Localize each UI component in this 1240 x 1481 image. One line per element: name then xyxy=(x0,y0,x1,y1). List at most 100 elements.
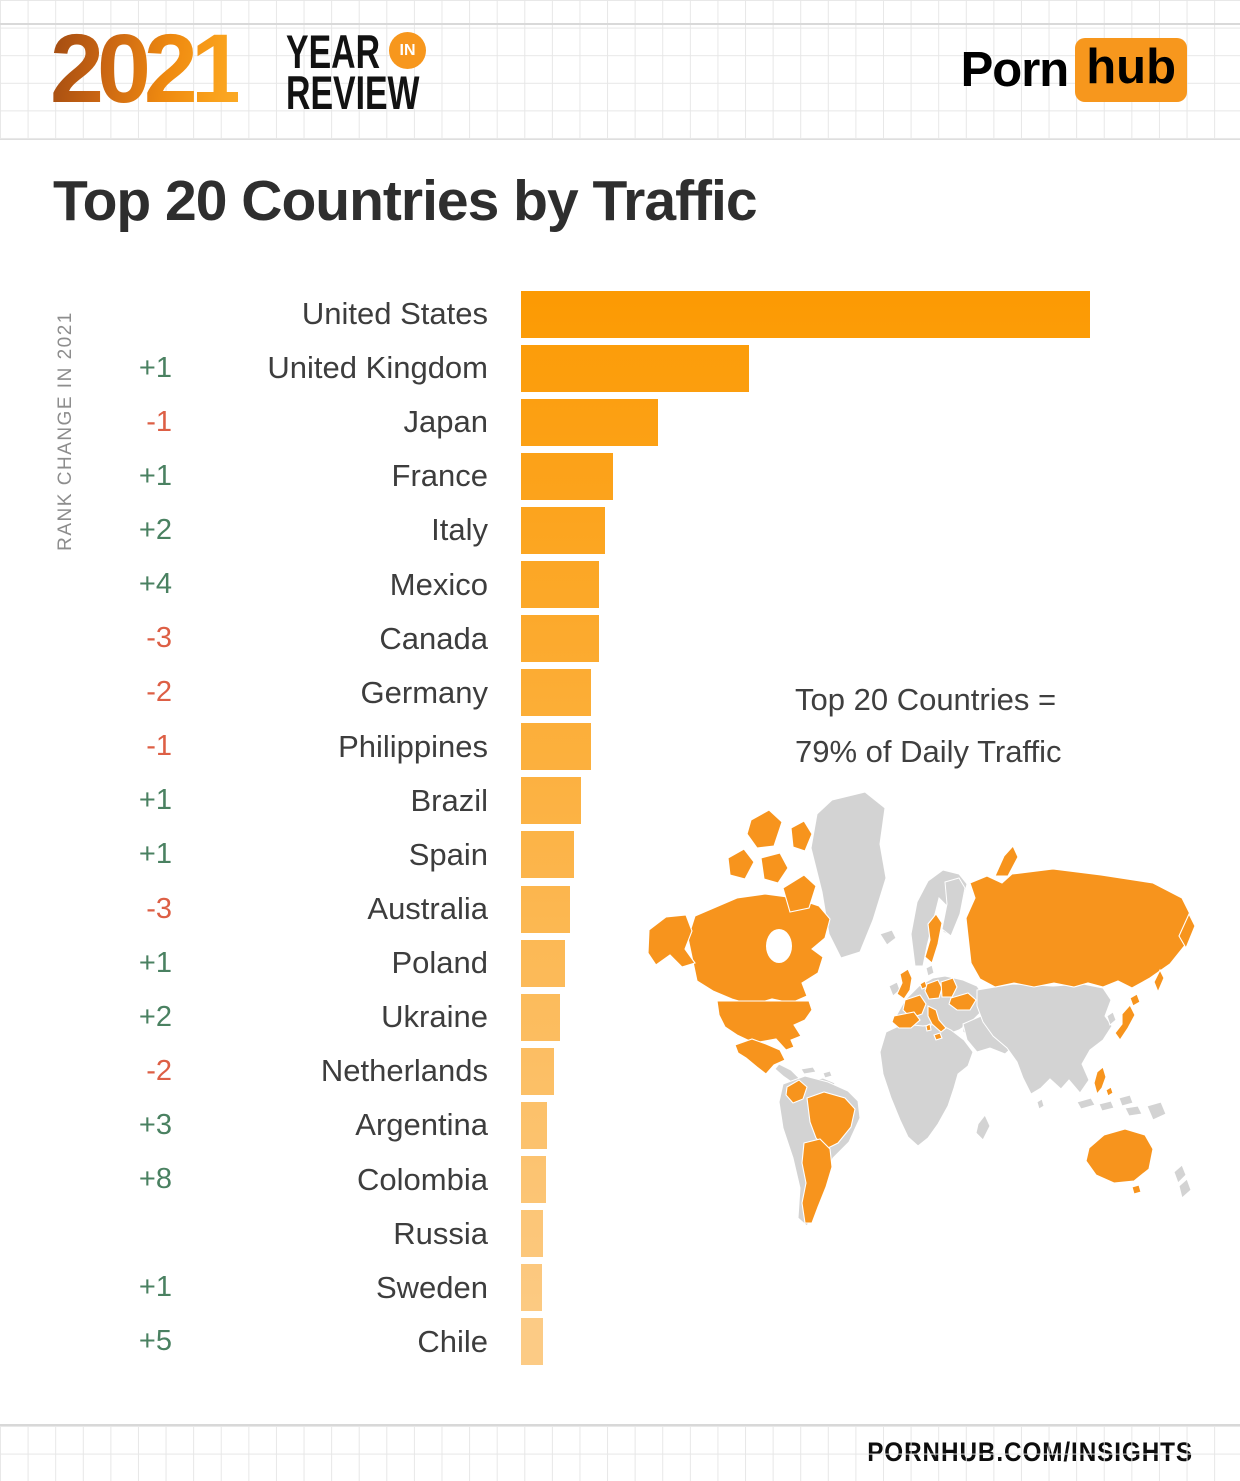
year-in-review-logo: YEAR REVIEW IN xyxy=(286,31,471,113)
country-label: Spain xyxy=(172,837,488,873)
rank-change-value: +1 xyxy=(0,838,172,871)
map-sardinia xyxy=(926,1024,931,1031)
traffic-bar xyxy=(521,1318,543,1365)
traffic-bar xyxy=(521,669,591,716)
table-row: +5 Chile xyxy=(0,1315,1240,1369)
traffic-bar xyxy=(521,777,581,824)
rank-change-value: -1 xyxy=(0,730,172,763)
map-indonesia-3 xyxy=(1119,1095,1133,1106)
traffic-bar xyxy=(521,886,570,933)
brand-porn-text: Porn xyxy=(961,42,1069,98)
map-chile-argentina xyxy=(802,1139,832,1223)
country-label: Japan xyxy=(172,404,488,440)
rank-change-value: +1 xyxy=(0,947,172,980)
map-arctic-island-2 xyxy=(728,849,754,879)
map-indonesia-1 xyxy=(1077,1098,1095,1109)
country-label: Sweden xyxy=(172,1270,488,1306)
map-philippines-south xyxy=(1106,1087,1113,1096)
country-label: France xyxy=(172,458,488,494)
traffic-bar xyxy=(521,345,749,392)
pornhub-logo: Porn hub xyxy=(961,38,1187,102)
map-hokkaido xyxy=(1130,994,1140,1006)
rank-change-value: -2 xyxy=(0,676,172,709)
rank-change-value: +5 xyxy=(0,1325,172,1358)
rank-change-value: +1 xyxy=(0,784,172,817)
traffic-bar xyxy=(521,994,560,1041)
rank-change-value: +4 xyxy=(0,568,172,601)
map-finland xyxy=(942,878,965,936)
rank-change-value: +2 xyxy=(0,514,172,547)
map-united-states xyxy=(717,1001,812,1050)
map-new-guinea xyxy=(1147,1102,1166,1120)
infographic-canvas: 2021 YEAR REVIEW IN Porn hub Top 20 Coun… xyxy=(0,0,1240,1481)
rank-change-value: -3 xyxy=(0,622,172,655)
map-united-kingdom xyxy=(897,969,912,999)
country-label: Poland xyxy=(172,945,488,981)
map-australia xyxy=(1086,1129,1153,1183)
map-caribbean-2 xyxy=(823,1071,832,1078)
rank-change-value: +8 xyxy=(0,1163,172,1196)
map-caribbean-1 xyxy=(801,1067,816,1074)
map-philippines xyxy=(1094,1067,1106,1094)
map-sri-lanka xyxy=(1037,1099,1044,1109)
rank-change-value: +1 xyxy=(0,460,172,493)
table-row: +2 Italy xyxy=(0,503,1240,557)
country-label: Philippines xyxy=(172,729,488,765)
traffic-bar xyxy=(521,1102,547,1149)
traffic-bar xyxy=(521,1264,542,1311)
page-title: Top 20 Countries by Traffic xyxy=(53,168,757,234)
country-label: Ukraine xyxy=(172,999,488,1035)
map-japan xyxy=(1115,1005,1135,1040)
traffic-bar xyxy=(521,1210,543,1257)
map-novaya-zemlya xyxy=(995,846,1018,876)
table-row: -1 Japan xyxy=(0,395,1240,449)
map-new-zealand-south xyxy=(1179,1179,1191,1198)
country-label: United Kingdom xyxy=(172,350,488,386)
in-badge-icon: IN xyxy=(389,32,426,69)
country-label: Russia xyxy=(172,1216,488,1252)
brand-hub-box: hub xyxy=(1075,38,1187,102)
country-label: Chile xyxy=(172,1324,488,1360)
map-indonesia-4 xyxy=(1125,1106,1142,1116)
traffic-bar xyxy=(521,1156,546,1203)
map-tasmania xyxy=(1132,1185,1141,1194)
map-arctic-island-4 xyxy=(791,821,812,851)
table-row: +1 United Kingdom xyxy=(0,341,1240,395)
table-row: +1 Sweden xyxy=(0,1261,1240,1315)
map-new-zealand-north xyxy=(1174,1165,1186,1183)
country-label: Argentina xyxy=(172,1107,488,1143)
table-row: +4 Mexico xyxy=(0,557,1240,611)
map-alaska xyxy=(648,915,695,967)
table-row: -3 Canada xyxy=(0,612,1240,666)
map-arctic-island-1 xyxy=(747,810,782,848)
country-label: Mexico xyxy=(172,567,488,603)
map-iceland xyxy=(880,930,896,945)
map-arctic-island-3 xyxy=(761,853,788,883)
traffic-bar xyxy=(521,615,599,662)
country-label: United States xyxy=(172,296,488,332)
traffic-bar xyxy=(521,561,599,608)
rank-change-value: +3 xyxy=(0,1109,172,1142)
map-indonesia-2 xyxy=(1099,1101,1114,1111)
map-russia xyxy=(966,869,1193,988)
map-madagascar xyxy=(976,1115,990,1140)
bottom-grid-band xyxy=(0,1424,1240,1481)
rank-change-value: -3 xyxy=(0,893,172,926)
map-africa xyxy=(880,1024,973,1146)
traffic-bar xyxy=(521,453,613,500)
traffic-bar xyxy=(521,399,658,446)
table-row: +1 France xyxy=(0,449,1240,503)
country-label: Canada xyxy=(172,621,488,657)
traffic-bar xyxy=(521,291,1090,338)
traffic-bar xyxy=(521,723,591,770)
country-label: Netherlands xyxy=(172,1053,488,1089)
map-hudson-bay xyxy=(766,929,792,963)
rank-change-value: +1 xyxy=(0,1271,172,1304)
rank-change-value: -2 xyxy=(0,1055,172,1088)
country-label: Brazil xyxy=(172,783,488,819)
annotation-line-1: Top 20 Countries = xyxy=(795,674,1061,726)
traffic-bar xyxy=(521,831,574,878)
map-sicily xyxy=(934,1033,942,1040)
country-label: Italy xyxy=(172,512,488,548)
rank-change-value: -1 xyxy=(0,406,172,439)
